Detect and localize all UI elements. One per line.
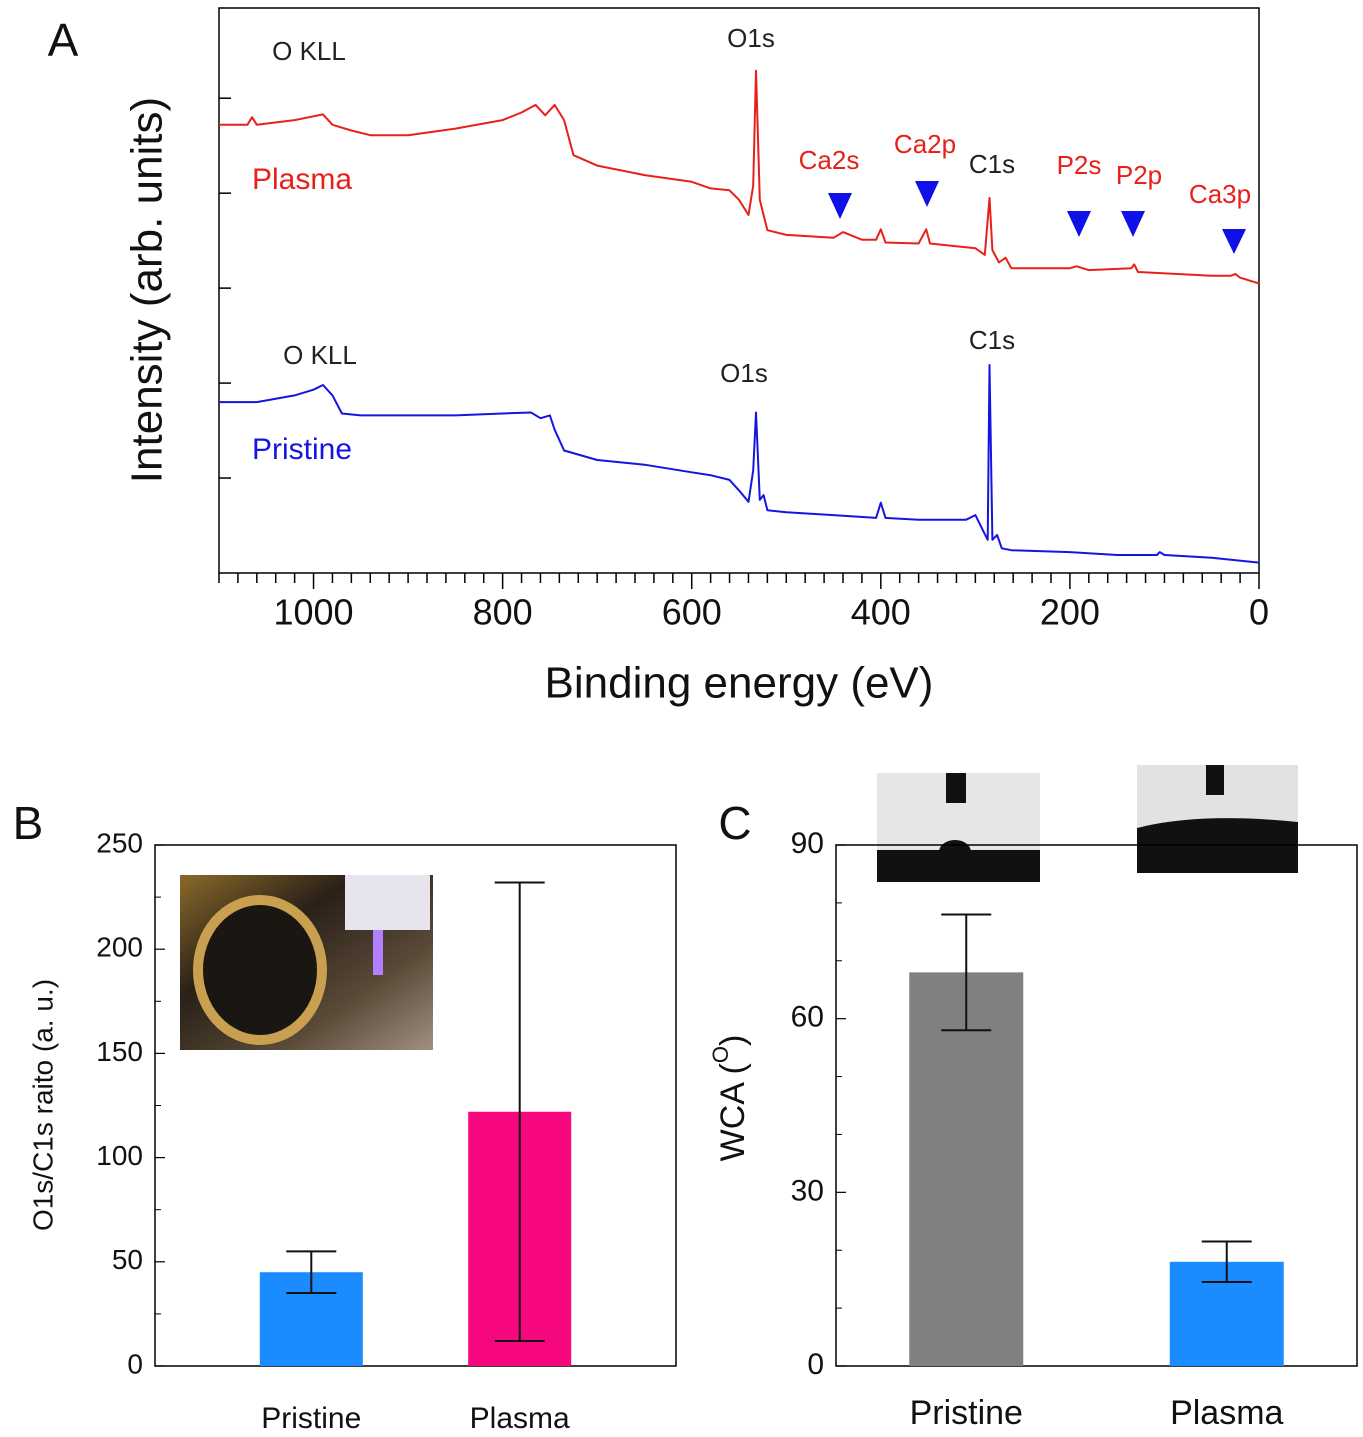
peak-label: O1s xyxy=(720,358,768,388)
y-axis-label-part: ) xyxy=(714,1035,752,1046)
peak-label: O1s xyxy=(727,23,775,53)
photo-detail xyxy=(939,840,971,864)
plot-frame xyxy=(218,7,1260,574)
x-tick-label: 200 xyxy=(1040,592,1100,633)
error-bar xyxy=(286,1250,337,1295)
inset-photo xyxy=(180,875,433,1050)
panel-label: B xyxy=(13,797,44,849)
x-tick-label: 400 xyxy=(851,592,911,633)
peak-label: P2s xyxy=(1057,150,1102,180)
spectrum-line xyxy=(219,364,1260,564)
y-tick-label: 0 xyxy=(807,1348,824,1381)
error-bar xyxy=(494,881,545,1342)
peak-label: Ca2p xyxy=(894,129,956,159)
panel-label: A xyxy=(48,14,79,66)
series-label: Plasma xyxy=(252,163,352,196)
x-tick-label: 800 xyxy=(473,592,533,633)
y-tick-label: 0 xyxy=(127,1348,143,1379)
x-axis-label: Binding energy (eV) xyxy=(545,659,934,708)
x-tick-label: 600 xyxy=(662,592,722,633)
y-tick-label: 200 xyxy=(96,932,143,963)
x-tick-label: Plasma xyxy=(1170,1394,1283,1432)
x-tick-label: Pristine xyxy=(261,1402,361,1435)
x-tick-label: Plasma xyxy=(470,1402,570,1435)
y-tick-label: 30 xyxy=(791,1174,824,1207)
y-tick-label: 150 xyxy=(96,1036,143,1067)
x-tick-label: 1000 xyxy=(273,592,353,633)
y-axis-label: O1s/C1s raito (a. u.) xyxy=(27,979,58,1231)
y-tick-label: 100 xyxy=(96,1140,143,1171)
photo-detail xyxy=(1206,765,1224,795)
peak-label: P2p xyxy=(1116,160,1162,190)
photo-detail xyxy=(373,930,383,975)
error-bar xyxy=(1201,1240,1252,1284)
y-tick-label: 90 xyxy=(791,827,824,860)
peak-markers xyxy=(828,181,1246,254)
bar xyxy=(909,972,1024,1366)
peak-label: C1s xyxy=(969,325,1015,355)
marker xyxy=(1121,211,1145,237)
x-tick-label: 0 xyxy=(1249,592,1269,633)
peak-label: O KLL xyxy=(272,36,346,66)
inset-droplets xyxy=(877,765,1298,882)
y-axis-label: Intensity (arb. units) xyxy=(123,97,172,483)
peak-label: C1s xyxy=(969,149,1015,179)
marker xyxy=(1067,211,1091,237)
y-axis-label: WCA (O) xyxy=(708,1035,752,1162)
plot-frame xyxy=(835,844,1358,1367)
marker xyxy=(828,193,852,219)
peak-label: Ca2s xyxy=(799,145,860,175)
marker xyxy=(915,181,939,207)
y-tick-label: 50 xyxy=(112,1244,143,1275)
y-axis-label-part: WCA ( xyxy=(714,1062,752,1161)
series-label: Pristine xyxy=(252,433,352,466)
spectrum-line xyxy=(219,69,1260,285)
y-tick-label: 250 xyxy=(96,827,143,858)
peak-label: Ca3p xyxy=(1189,179,1251,209)
photo-detail xyxy=(946,773,966,803)
photo-detail xyxy=(193,895,327,1045)
photo-detail xyxy=(345,875,430,930)
error-bar xyxy=(941,913,992,1032)
x-tick-label: Pristine xyxy=(910,1394,1023,1432)
marker xyxy=(1222,229,1246,254)
peak-label: O KLL xyxy=(283,340,357,370)
y-tick-label: 60 xyxy=(791,1001,824,1034)
panel-label: C xyxy=(718,797,751,849)
y-axis-label-part: O xyxy=(708,1046,733,1063)
